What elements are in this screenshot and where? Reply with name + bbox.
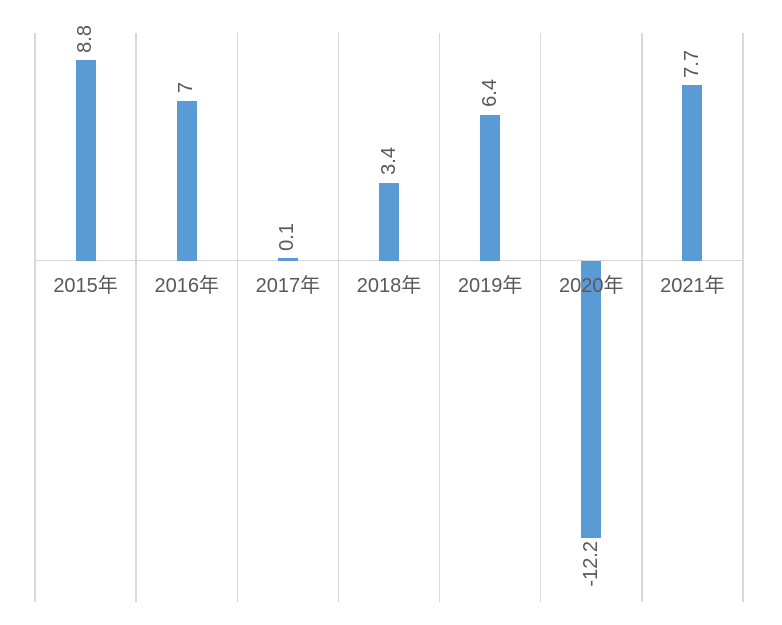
data-label-2017年: 0.1	[273, 223, 303, 251]
data-label-2019年: 6.4	[475, 79, 505, 107]
data-label-text: 0.1	[276, 222, 299, 251]
category-label-2016年: 2016年	[154, 275, 219, 297]
category-label-2017年: 2017年	[255, 275, 321, 297]
data-label-2021年: 7.7	[677, 50, 707, 78]
bar-2021年	[682, 85, 703, 261]
bar-2018年	[379, 183, 399, 261]
bar-2019年	[480, 114, 501, 261]
bar-2015年	[75, 60, 96, 261]
data-label-2020年: -12.2	[576, 541, 606, 587]
vertical-gridline	[742, 33, 744, 602]
vertical-gridline	[337, 33, 340, 602]
vertical-gridline	[236, 33, 239, 602]
data-label-text: 3.4	[377, 147, 400, 176]
category-label-2021年: 2021年	[660, 275, 725, 297]
category-label-2018年: 2018年	[356, 275, 422, 297]
vertical-gridline	[135, 33, 137, 602]
data-label-text: 8.8	[74, 24, 97, 53]
category-label-2015年: 2015年	[53, 275, 118, 297]
vertical-gridline	[641, 33, 643, 602]
category-label-2019年: 2019年	[457, 275, 523, 297]
data-label-2015年: 8.8	[71, 25, 101, 53]
vertical-gridline	[34, 33, 36, 602]
category-label-2020年: 2020年	[559, 275, 624, 297]
zero-axis-line	[35, 259, 743, 262]
data-label-2016年: 7	[172, 82, 202, 93]
vertical-gridline	[438, 33, 441, 602]
bar-2016年	[176, 101, 197, 261]
vertical-gridline	[539, 33, 542, 602]
data-label-2018年: 3.4	[374, 147, 404, 175]
bar-2017年	[277, 258, 298, 261]
bar-2020年	[581, 260, 602, 539]
data-label-text: 6.4	[478, 79, 501, 107]
data-label-text: 7.7	[680, 49, 703, 78]
data-label-text: 7	[175, 82, 198, 94]
data-label-text: -12.2	[579, 541, 602, 587]
